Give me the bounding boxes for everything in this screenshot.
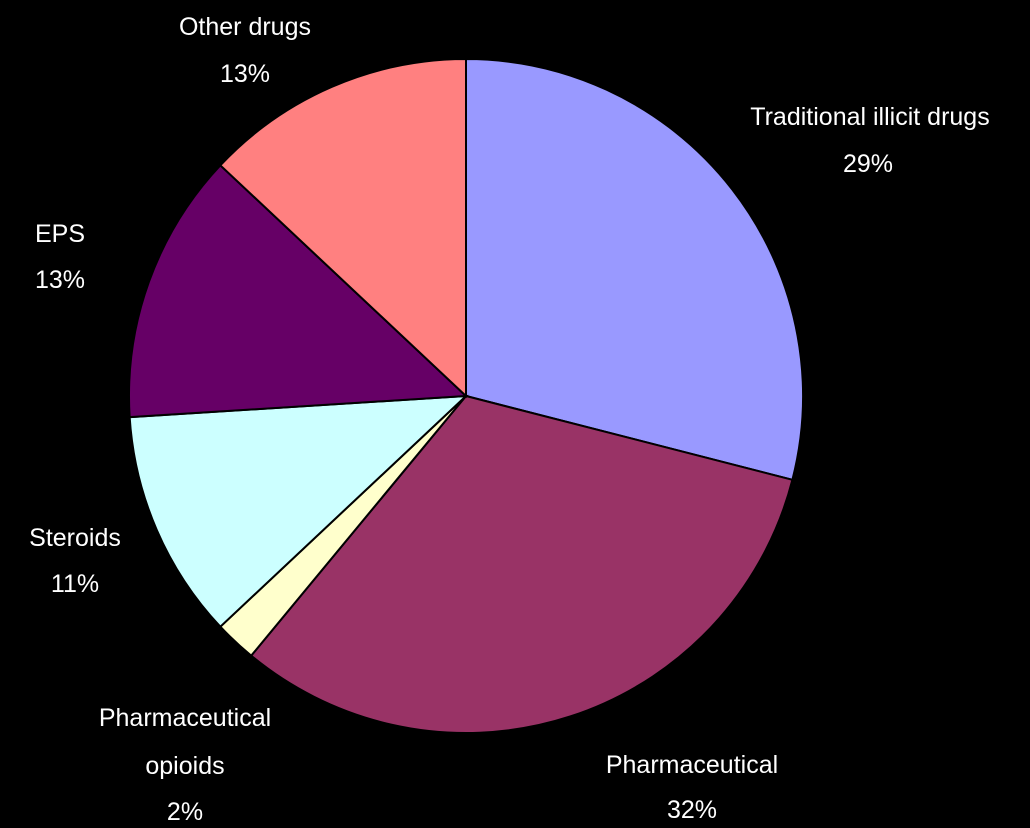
percent-other-drugs: 13% xyxy=(220,60,270,88)
percent-pharmaceutical-opioids: 2% xyxy=(167,798,203,826)
pie-labels: Traditional illicit drugs 29% Pharmaceut… xyxy=(29,13,990,826)
pie-slice-steroids xyxy=(128,394,469,629)
percent-eps: 13% xyxy=(35,266,85,294)
pie-slices xyxy=(128,57,804,734)
pie-slice-traditional-illicit-drugs xyxy=(465,57,804,482)
percent-pharmaceutical: 32% xyxy=(667,796,717,824)
label-pharmaceutical-opioids-line2: opioids xyxy=(145,752,224,780)
label-traditional-illicit-drugs: Traditional illicit drugs xyxy=(750,103,989,131)
pie-slice-pharmaceutical xyxy=(249,394,794,734)
percent-steroids: 11% xyxy=(51,570,99,598)
pie-slice-other-drugs xyxy=(218,57,467,399)
label-pharmaceutical-opioids-line1: Pharmaceutical xyxy=(99,704,271,732)
label-other-drugs: Other drugs xyxy=(179,13,311,41)
label-eps: EPS xyxy=(35,220,85,248)
percent-traditional-illicit-drugs: 29% xyxy=(843,150,893,178)
label-pharmaceutical: Pharmaceutical xyxy=(606,751,778,779)
label-steroids: Steroids xyxy=(29,524,121,552)
pie-slice-eps xyxy=(128,163,469,419)
